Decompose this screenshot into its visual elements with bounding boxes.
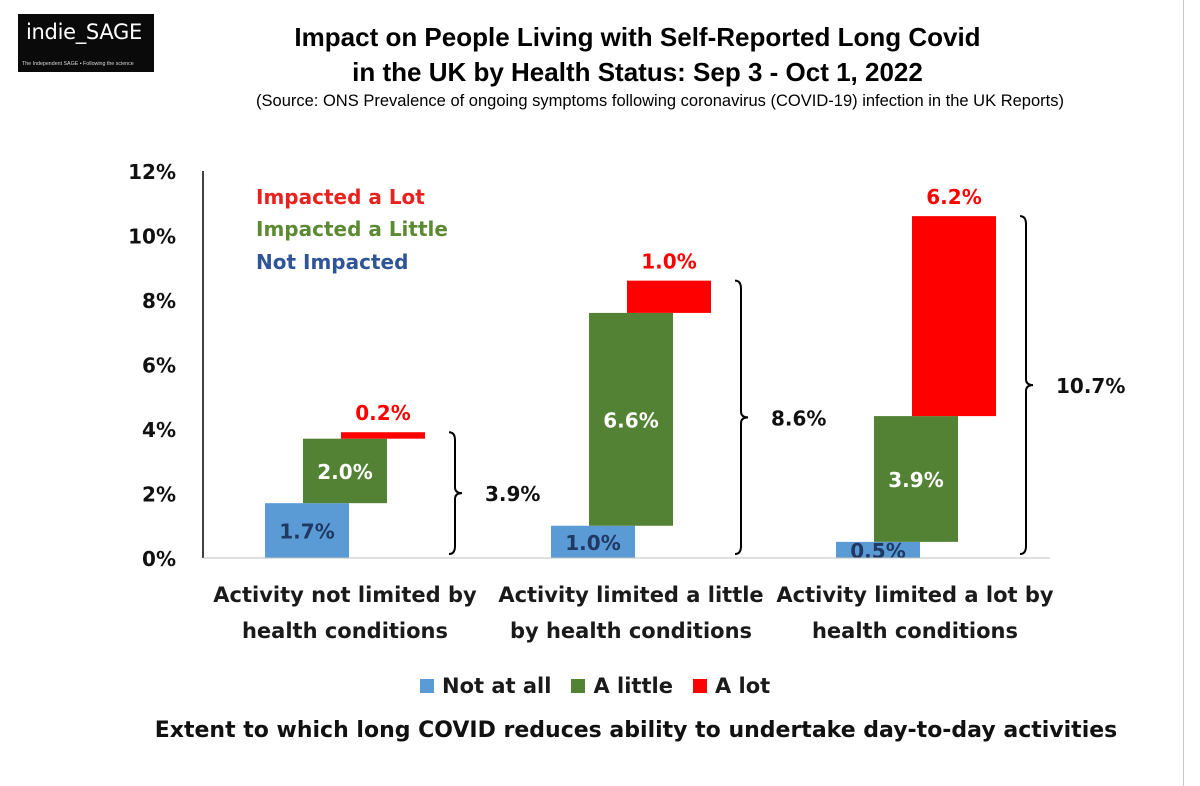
inset-legend-none: Not Impacted bbox=[256, 250, 409, 274]
bar-a-little bbox=[303, 438, 387, 504]
chart-legend: Not at all A little A lot bbox=[420, 674, 790, 698]
data-label: 6.6% bbox=[603, 408, 658, 432]
data-label: 1.7% bbox=[279, 520, 334, 544]
chart-source: (Source: ONS Prevalence of ongoing sympt… bbox=[60, 92, 1160, 111]
page-right-border bbox=[1183, 0, 1184, 786]
category-label-line: health conditions bbox=[241, 619, 449, 643]
y-tick-label: 12% bbox=[128, 160, 176, 184]
bar-a-little bbox=[589, 312, 673, 526]
total-brace bbox=[1019, 215, 1034, 555]
inset-legend-lot: Impacted a Lot bbox=[256, 185, 425, 209]
category-label-line: health conditions bbox=[811, 619, 1019, 643]
legend-swatch bbox=[571, 679, 586, 693]
legend-item-a-lot: A lot bbox=[692, 674, 771, 698]
total-brace bbox=[448, 431, 463, 555]
bar-not-at-all bbox=[551, 525, 635, 558]
y-tick-label: 2% bbox=[142, 483, 176, 507]
y-tick-label: 4% bbox=[142, 418, 176, 442]
legend-swatch bbox=[692, 679, 707, 693]
total-label: 8.6% bbox=[771, 406, 826, 430]
data-label: 0.2% bbox=[355, 401, 410, 425]
logo-name: indie_SAGE bbox=[26, 20, 142, 44]
y-tick-label: 10% bbox=[128, 225, 176, 249]
bar-not-at-all bbox=[265, 503, 349, 558]
category-label-line: Activity not limited by bbox=[213, 583, 477, 607]
legend-swatch bbox=[420, 679, 434, 693]
legend-label: A lot bbox=[714, 674, 771, 698]
chart-source-text: (Source: ONS Prevalence of ongoing sympt… bbox=[256, 92, 1064, 110]
legend-label: Not at all bbox=[442, 674, 552, 698]
data-label: 0.5% bbox=[850, 539, 905, 563]
total-label: 10.7% bbox=[1056, 374, 1125, 398]
inset-legend-little: Impacted a Little bbox=[256, 217, 448, 241]
total-brace bbox=[734, 279, 749, 555]
chart-title-line1: Impact on People Living with Self-Report… bbox=[294, 22, 981, 52]
category-label-not-limited: Activity not limited by health condition… bbox=[200, 577, 490, 649]
category-label-limited-lot: Activity limited a lot by health conditi… bbox=[770, 577, 1060, 649]
category-label-line: by health conditions bbox=[509, 619, 753, 643]
bar-a-lot bbox=[912, 216, 996, 417]
legend-label: A little bbox=[593, 674, 673, 698]
total-label: 3.9% bbox=[485, 482, 540, 506]
y-tick-label: 6% bbox=[142, 354, 176, 378]
y-tick-label: 0% bbox=[142, 547, 176, 571]
data-label: 6.2% bbox=[926, 185, 981, 209]
data-label: 3.9% bbox=[888, 468, 943, 492]
data-label: 1.0% bbox=[565, 531, 620, 555]
chart-title-line2: in the UK by Health Status: Sep 3 - Oct … bbox=[352, 57, 923, 87]
bar-not-at-all bbox=[836, 541, 920, 558]
data-label: 1.0% bbox=[641, 250, 696, 274]
indie-sage-logo: indie_SAGE The Independent SAGE • Follow… bbox=[18, 14, 154, 72]
data-label: 2.0% bbox=[317, 460, 372, 484]
category-label-limited-little: Activity limited a little by health cond… bbox=[486, 577, 776, 649]
logo-tagline: The Independent SAGE • Following the sci… bbox=[22, 61, 134, 67]
legend-item-not-at-all: Not at all bbox=[420, 674, 551, 698]
category-label-line: Activity limited a lot by bbox=[776, 583, 1054, 607]
bar-a-lot bbox=[627, 280, 711, 313]
category-label-line: Activity limited a little bbox=[498, 583, 764, 607]
y-tick-label: 8% bbox=[142, 289, 176, 313]
bar-a-lot bbox=[341, 432, 425, 439]
legend-item-a-little: A little bbox=[571, 674, 673, 698]
x-axis-title: Extent to which long COVID reduces abili… bbox=[154, 718, 1118, 743]
bar-a-little bbox=[874, 416, 958, 542]
